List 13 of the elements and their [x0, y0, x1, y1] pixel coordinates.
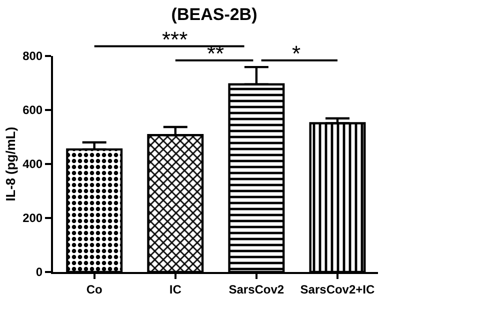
annotation: *	[292, 41, 301, 66]
y-tick-label: 800	[22, 49, 43, 64]
x-tick-label: SarsCov2	[228, 282, 284, 296]
x-tick-label: SarsCov2+IC	[300, 282, 375, 296]
chart-title: (BEAS-2B)	[171, 5, 258, 24]
y-tick-label: 600	[22, 103, 43, 118]
y-tick-label: 400	[22, 157, 43, 172]
x-tick-label: IC	[169, 282, 182, 296]
y-tick-label: 0	[36, 265, 43, 280]
y-axis-title: IL-8 (pg/mL)	[3, 126, 18, 202]
y-tick-label: 200	[22, 211, 43, 226]
x-tick-label: Co	[86, 282, 102, 296]
text: ***	[162, 27, 188, 52]
